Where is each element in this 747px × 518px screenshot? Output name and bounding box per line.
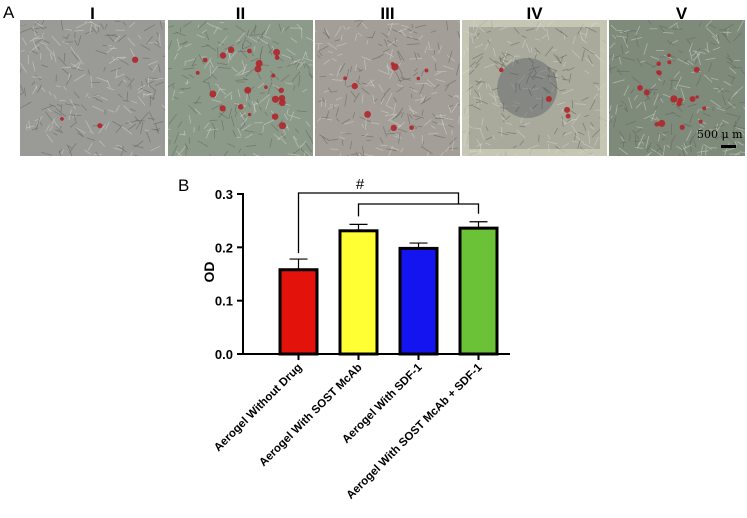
image-label-1: I	[90, 4, 95, 23]
scale-bar	[721, 145, 736, 148]
bar	[398, 246, 439, 356]
scale-bar-label: 500 μ m	[697, 128, 743, 141]
image-label-3: III	[380, 4, 395, 23]
significance-bracket-lower	[357, 203, 480, 217]
bar	[278, 268, 319, 356]
image-label-5: V	[675, 4, 688, 23]
micrograph-2	[168, 20, 313, 156]
bar	[338, 229, 379, 356]
y-tick-label: 0.0	[215, 347, 233, 362]
micrograph-4	[462, 20, 607, 156]
y-tick-label: 0.1	[215, 294, 233, 309]
significance-symbol: #	[356, 176, 365, 193]
micrograph-3	[315, 20, 460, 156]
x-tick-label: Aerogel With SOST McAb + SDF-1	[345, 361, 486, 502]
panel-b-letter: B	[178, 176, 190, 195]
y-tick-label: 0.3	[215, 187, 233, 202]
micrograph-1	[20, 20, 165, 156]
panel-a-letter: A	[3, 3, 15, 22]
y-tick-label: 0.2	[215, 240, 233, 255]
bar	[458, 226, 499, 356]
significance-bracket-upper	[297, 192, 460, 254]
y-axis-label: OD	[201, 262, 217, 283]
image-label-4: IV	[526, 4, 543, 23]
x-tick-label: Aerogel With SOST McAb	[257, 362, 364, 469]
image-label-2: II	[235, 4, 246, 23]
micrograph-5	[609, 20, 747, 156]
